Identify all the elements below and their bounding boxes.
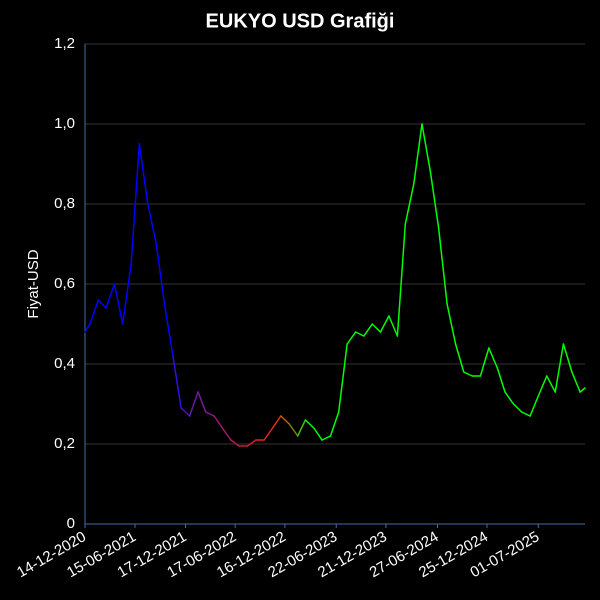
price-line-segment bbox=[105, 283, 116, 309]
price-line-segment bbox=[554, 343, 565, 393]
y-tick-label: 1,2 bbox=[54, 35, 75, 52]
price-line-segment bbox=[562, 343, 573, 373]
price-line-segment bbox=[396, 223, 407, 337]
price-line-segment bbox=[288, 423, 299, 437]
price-line-segment bbox=[421, 123, 432, 173]
y-axis-label: Fiyat-USD bbox=[25, 249, 42, 318]
price-line-segment bbox=[89, 299, 100, 325]
chart-title: EUKYO USD Grafiği bbox=[206, 10, 395, 32]
price-line-segment bbox=[388, 315, 399, 337]
y-tick-label: 0,6 bbox=[54, 275, 75, 292]
price-line-segment bbox=[346, 331, 357, 345]
price-line-segment bbox=[213, 415, 224, 429]
price-line-segment bbox=[304, 419, 315, 429]
price-line-segment bbox=[529, 395, 540, 417]
price-line-segment bbox=[404, 183, 415, 225]
price-line-segment bbox=[429, 171, 440, 229]
price-line-segment bbox=[571, 371, 581, 393]
price-line-segment bbox=[454, 343, 465, 373]
price-line-segment bbox=[180, 407, 191, 417]
price-line-segment bbox=[84, 323, 91, 333]
y-tick-label: 0,4 bbox=[54, 355, 75, 372]
price-line-segment bbox=[496, 367, 506, 393]
price-line-segment bbox=[313, 427, 323, 441]
price-line-segment bbox=[354, 331, 365, 337]
price-line-segment bbox=[97, 299, 107, 309]
y-tick-label: 1,0 bbox=[54, 115, 75, 132]
price-line-segment bbox=[512, 403, 523, 413]
price-line-segment bbox=[546, 375, 556, 393]
price-line-segment bbox=[329, 411, 340, 437]
price-line-segment bbox=[263, 427, 274, 441]
price-line-segment bbox=[488, 347, 499, 369]
price-line-segment bbox=[437, 227, 448, 305]
price-line-segment bbox=[379, 315, 390, 333]
price-line-segment bbox=[163, 303, 174, 357]
price-line-segment bbox=[271, 415, 282, 429]
price-line-segment bbox=[188, 391, 199, 417]
price-line-segment bbox=[138, 143, 149, 205]
price-line-segment bbox=[230, 439, 240, 447]
price-line-segment bbox=[337, 343, 348, 413]
price-line-segment bbox=[246, 439, 257, 447]
price-line-segment bbox=[363, 323, 374, 337]
price-line-segment bbox=[371, 323, 382, 333]
price-line-segment bbox=[537, 375, 548, 397]
price-line-segment bbox=[321, 435, 332, 441]
y-tick-label: 0 bbox=[67, 515, 75, 532]
price-line-segment bbox=[280, 415, 291, 425]
price-line-segment bbox=[446, 303, 457, 345]
price-line-segment bbox=[172, 355, 182, 409]
price-line-segment bbox=[121, 263, 132, 325]
price-line-segment bbox=[147, 203, 158, 245]
price-line-segment bbox=[296, 419, 307, 437]
price-line-segment bbox=[221, 427, 232, 441]
price-line-segment bbox=[504, 391, 515, 405]
price-line-segment bbox=[204, 411, 215, 417]
price-line-segment bbox=[520, 411, 531, 417]
price-line-segment bbox=[155, 243, 166, 305]
y-tick-label: 0,8 bbox=[54, 195, 75, 212]
y-tick-label: 0,2 bbox=[54, 435, 75, 452]
price-line-segment bbox=[463, 371, 473, 377]
price-line-segment bbox=[579, 387, 586, 393]
price-line-segment bbox=[113, 283, 124, 325]
price-line-segment bbox=[130, 143, 141, 265]
price-line-segment bbox=[197, 391, 207, 413]
price-line-segment bbox=[413, 123, 423, 185]
price-line-segment bbox=[479, 347, 490, 377]
